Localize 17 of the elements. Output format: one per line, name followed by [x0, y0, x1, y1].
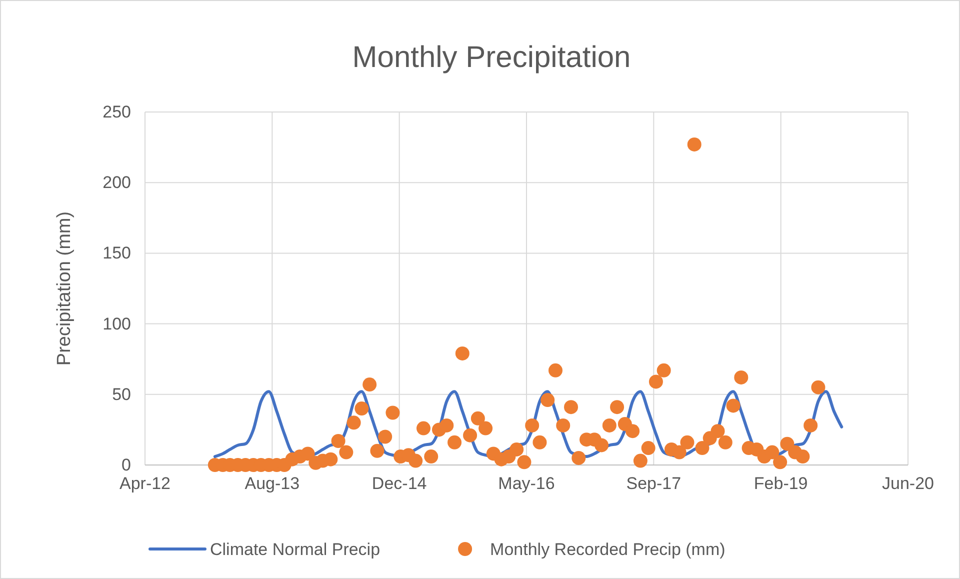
y-tick-label: 100: [102, 314, 131, 334]
legend-label: Climate Normal Precip: [210, 540, 380, 559]
y-axis-title: Precipitation (mm): [54, 211, 75, 366]
x-tick-label: Feb-19: [754, 474, 808, 494]
x-tick-label: Aug-13: [244, 474, 300, 494]
x-tick-label: Sep-17: [626, 474, 682, 494]
y-tick-label: 200: [102, 173, 131, 192]
y-tick-label: 150: [102, 244, 131, 263]
y-tick-label: 0: [122, 455, 131, 474]
x-tick-label: Jun-20: [882, 474, 934, 494]
x-tick-label: May-16: [498, 474, 555, 494]
chart-title: Monthly Precipitation: [352, 41, 631, 74]
legend-label: Monthly Recorded Precip (mm): [490, 540, 726, 559]
y-tick-label: 250: [102, 102, 131, 122]
x-tick-label: Apr-12: [119, 474, 171, 494]
x-tick-label: Dec-14: [372, 474, 427, 494]
y-tick-label: 50: [112, 384, 131, 404]
